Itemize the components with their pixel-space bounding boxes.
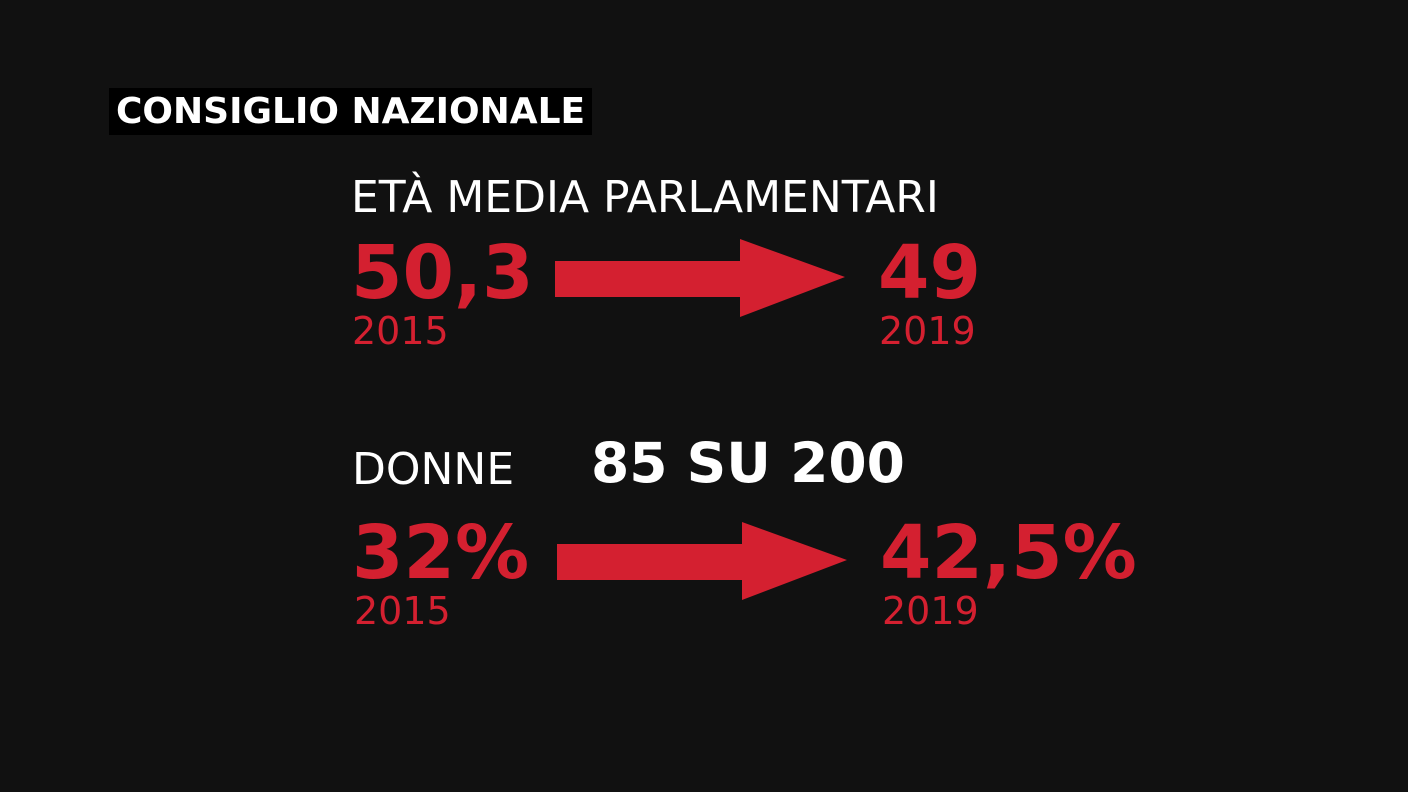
section-title: CONSIGLIO NAZIONALE <box>109 88 593 135</box>
arrow-right-icon <box>555 239 845 317</box>
women-from-value: 32% <box>352 510 530 596</box>
age-label: ETÀ MEDIA PARLAMENTARI <box>351 172 939 223</box>
age-to-value: 49 <box>878 230 981 316</box>
women-label: DONNE <box>352 444 515 495</box>
age-from-year: 2015 <box>352 309 449 353</box>
women-count: 85 SU 200 <box>591 431 905 495</box>
women-to-value: 42,5% <box>880 510 1137 596</box>
women-to-year: 2019 <box>882 589 979 633</box>
arrow-right-icon <box>557 522 847 600</box>
age-from-value: 50,3 <box>351 230 534 316</box>
age-to-year: 2019 <box>879 309 976 353</box>
women-from-year: 2015 <box>354 589 451 633</box>
